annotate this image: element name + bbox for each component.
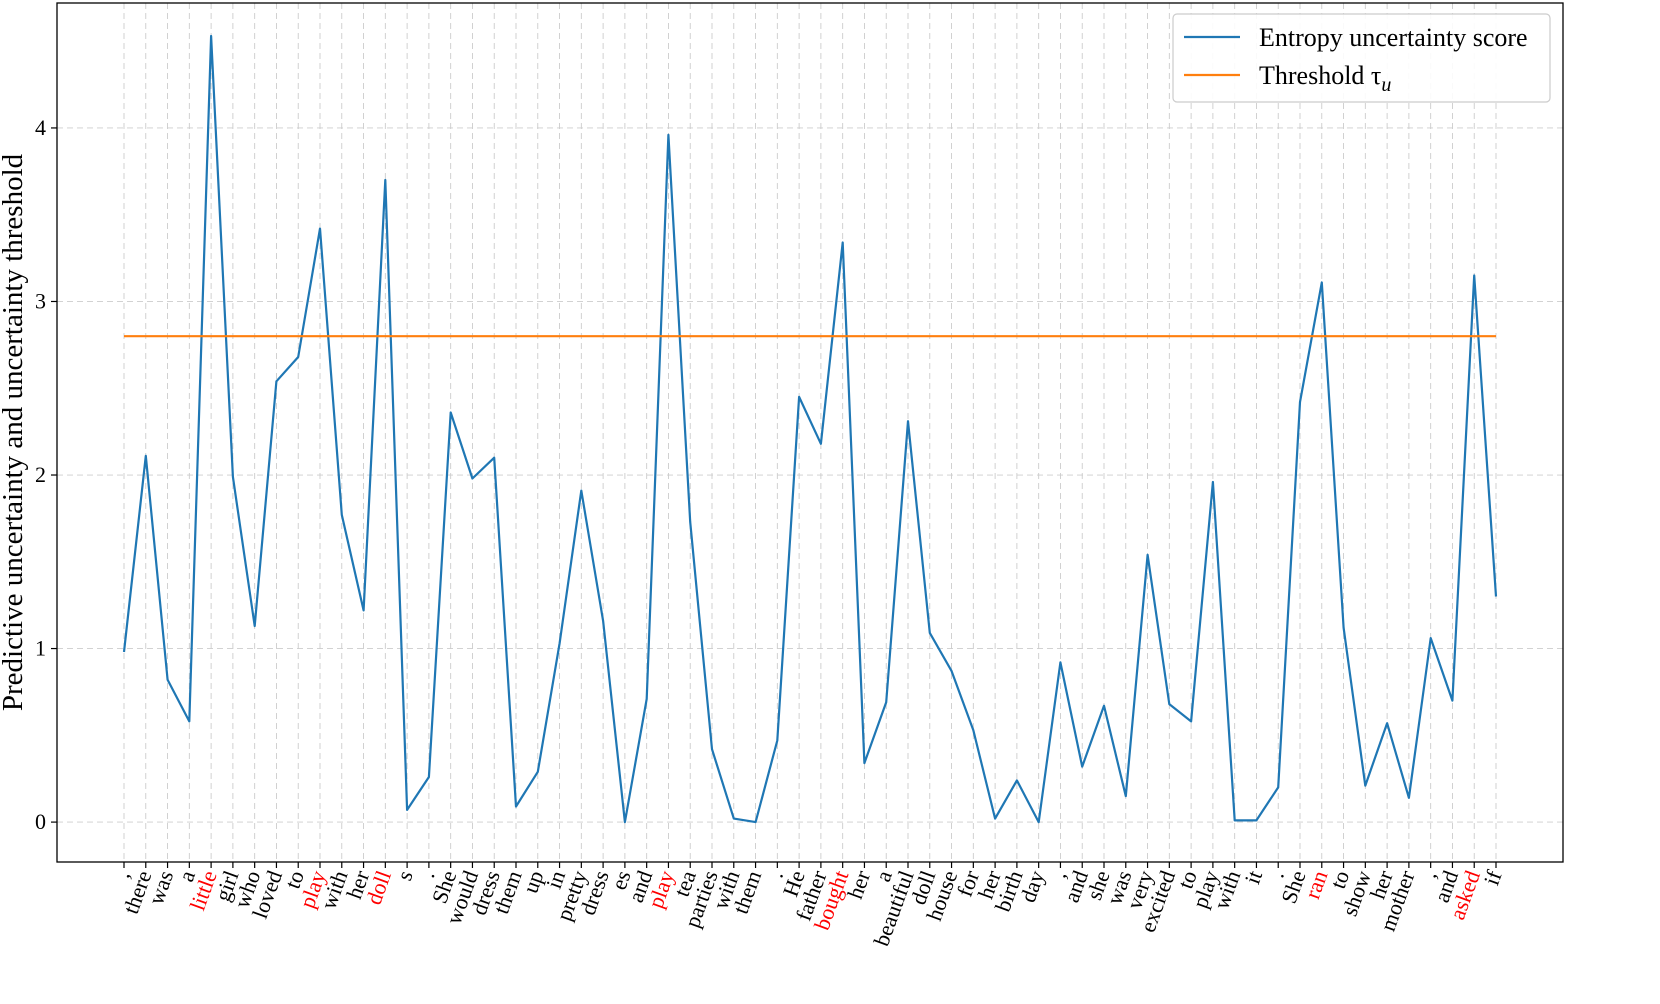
y-tick-label: 2 bbox=[35, 462, 46, 487]
x-tick-label: if bbox=[1479, 867, 1507, 889]
x-tick-label: it bbox=[1239, 867, 1267, 887]
y-tick-label: 1 bbox=[35, 636, 46, 661]
legend-box bbox=[1172, 13, 1551, 103]
x-tick-label: her bbox=[842, 867, 875, 903]
legend-label-threshold-main: Threshold τ bbox=[1259, 61, 1381, 90]
y-axis-ticks: 0 1 2 3 4 bbox=[35, 115, 57, 834]
legend-label-threshold: Threshold τu bbox=[1259, 61, 1391, 96]
legend: Entropy uncertainty score Threshold τu bbox=[1172, 13, 1551, 103]
series-lines bbox=[122, 34, 1498, 824]
axes bbox=[56, 2, 1564, 863]
legend-label-entropy: Entropy uncertainty score bbox=[1259, 23, 1528, 52]
legend-label-threshold-subscript: u bbox=[1381, 74, 1391, 96]
x-tick-label: day bbox=[1015, 867, 1049, 905]
plot-frame bbox=[56, 2, 1564, 863]
y-axis-title: Predictive uncertainty and uncertainty t… bbox=[0, 153, 29, 711]
entropy-series-line bbox=[122, 34, 1498, 824]
y-tick-label: 4 bbox=[35, 115, 46, 140]
y-tick-label: 0 bbox=[35, 809, 46, 834]
x-axis-ticks: ,therewasalittlegirlwholovedtoplaywithhe… bbox=[109, 862, 1507, 949]
y-tick-label: 3 bbox=[35, 288, 46, 313]
x-tick-label: s bbox=[391, 867, 417, 884]
grid bbox=[57, 3, 1563, 862]
